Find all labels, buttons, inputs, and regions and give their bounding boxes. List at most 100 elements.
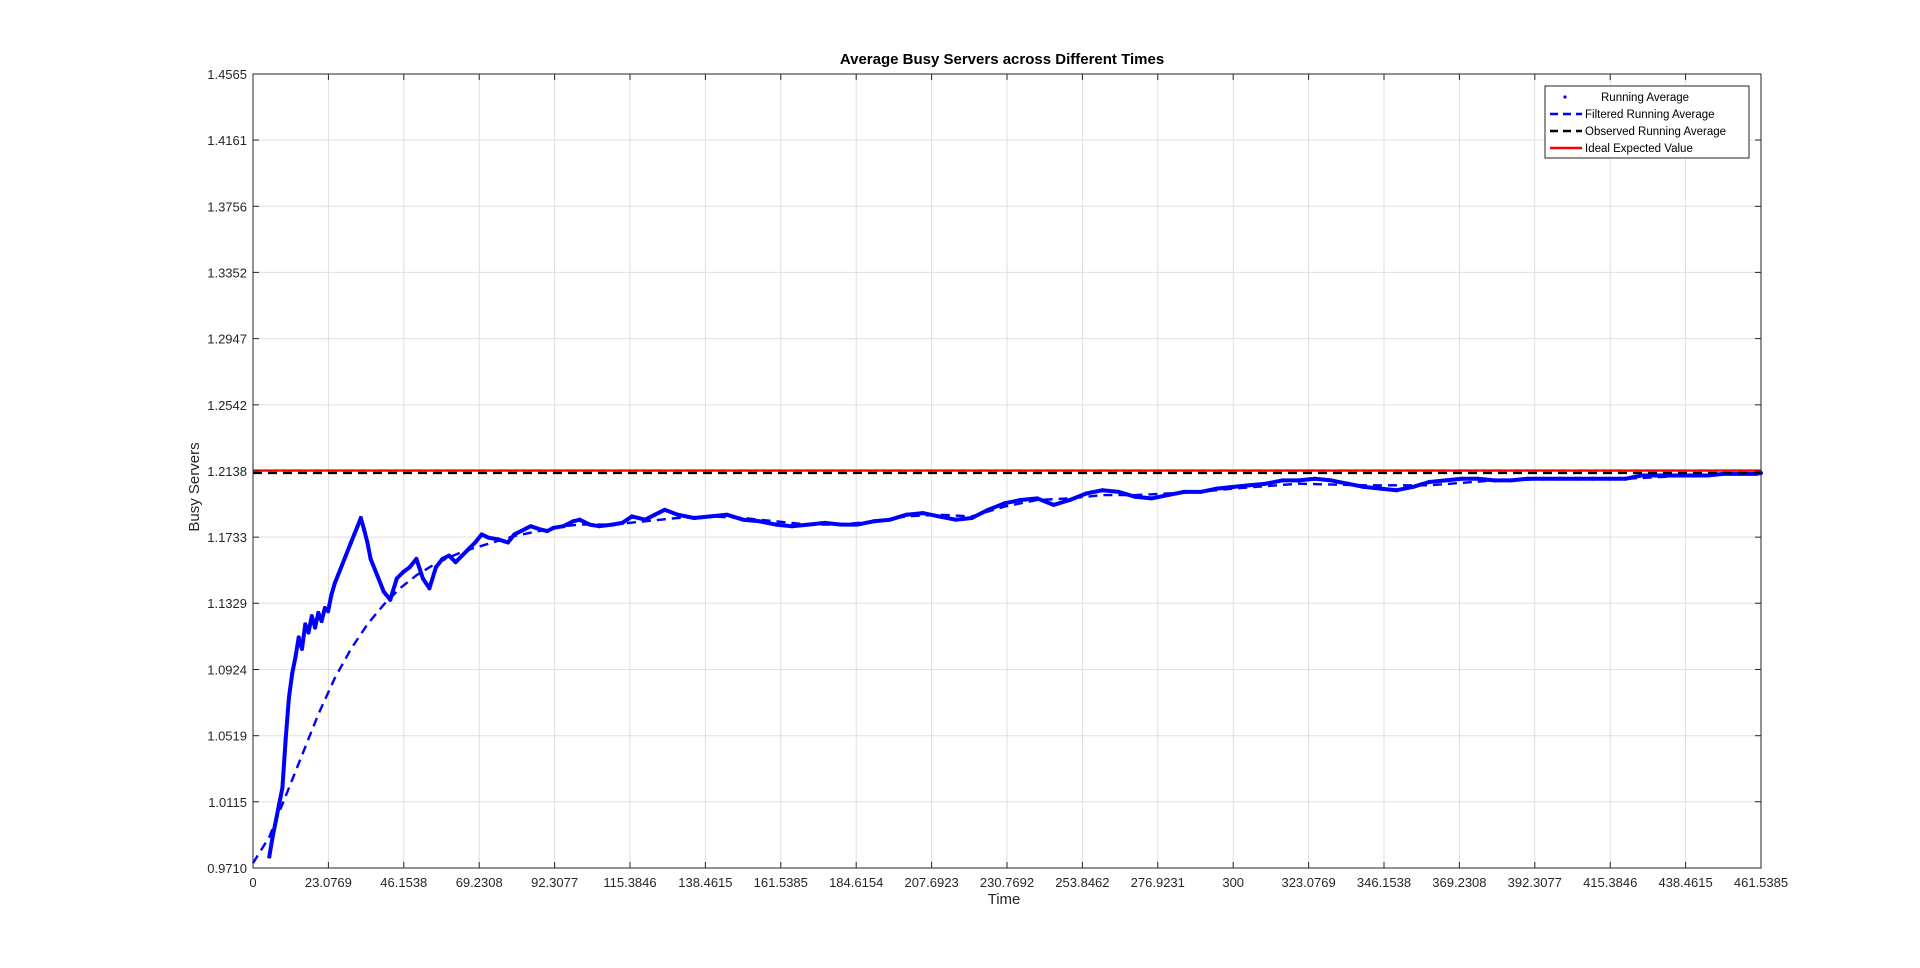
x-tick-label: 461.5385 <box>1734 875 1788 890</box>
data-point <box>401 569 406 574</box>
data-point <box>505 540 510 545</box>
y-tick-label: 1.3352 <box>207 265 247 280</box>
legend-entry-3: Observed Running Average <box>1585 126 1726 138</box>
x-axis-label: Time <box>988 891 1021 908</box>
data-point <box>518 529 523 534</box>
data-point <box>368 556 373 561</box>
x-tick-label: 207.6923 <box>904 875 958 890</box>
y-tick-label: 1.4161 <box>207 133 247 148</box>
data-point <box>427 586 432 591</box>
data-point <box>1149 496 1154 501</box>
x-tick-label: 230.7692 <box>980 875 1034 890</box>
data-point <box>1296 478 1301 483</box>
data-point <box>773 522 778 527</box>
data-point <box>757 519 762 524</box>
legend-entry-4: Ideal Expected Value <box>1585 143 1693 155</box>
x-tick-label: 438.4615 <box>1658 875 1712 890</box>
legend-entry-1: Running Average <box>1601 92 1689 104</box>
x-tick-label: 115.3846 <box>603 875 656 890</box>
data-point <box>381 589 386 594</box>
data-point <box>394 576 399 581</box>
data-point <box>1263 481 1268 486</box>
data-point <box>453 560 458 565</box>
data-point <box>352 532 357 537</box>
data-point <box>652 512 657 517</box>
data-point <box>375 573 380 578</box>
plot-layer <box>251 469 1763 864</box>
data-point <box>433 565 438 570</box>
data-point <box>1459 476 1464 481</box>
data-point <box>528 524 533 529</box>
data-point <box>1312 476 1317 481</box>
data-point <box>1084 491 1089 496</box>
x-tick-label: 69.2308 <box>456 875 503 890</box>
data-point <box>283 736 288 741</box>
data-point <box>329 592 334 597</box>
data-point <box>335 573 340 578</box>
data-point <box>904 512 909 517</box>
data-point <box>319 619 324 624</box>
data-point <box>937 514 942 519</box>
x-tick-label: 92.3077 <box>531 875 578 890</box>
data-point <box>486 535 491 540</box>
y-tick-label: 1.0519 <box>207 729 247 744</box>
data-point <box>1100 488 1105 493</box>
data-point <box>355 524 360 529</box>
data-point <box>953 517 958 522</box>
data-point <box>1378 486 1383 491</box>
data-point <box>630 514 635 519</box>
x-tick-label: 138.4615 <box>678 875 732 890</box>
data-point <box>407 565 412 570</box>
data-point <box>447 553 452 558</box>
x-tick-label: 300 <box>1222 875 1244 890</box>
data-point <box>342 556 347 561</box>
data-point <box>349 540 354 545</box>
data-point <box>358 516 363 521</box>
data-point <box>620 520 625 525</box>
x-tick-label: 346.1538 <box>1357 875 1411 890</box>
y-tick-label: 1.1329 <box>207 596 247 611</box>
data-point <box>322 605 327 610</box>
data-point <box>1002 501 1007 506</box>
y-axis-label: Busy Servers <box>186 442 203 531</box>
data-point <box>1623 476 1628 481</box>
data-point <box>293 655 298 660</box>
data-point <box>1280 478 1285 483</box>
data-point <box>277 802 282 807</box>
x-tick-label: 369.2308 <box>1432 875 1486 890</box>
legend-swatch <box>1563 95 1567 99</box>
data-point <box>479 532 484 537</box>
data-point <box>1329 478 1334 483</box>
data-point <box>420 576 425 581</box>
data-point <box>332 581 337 586</box>
data-point <box>577 517 582 522</box>
chart-title: Average Busy Servers across Different Ti… <box>840 51 1164 68</box>
series-line-2 <box>251 471 1761 864</box>
y-tick-label: 1.0924 <box>207 662 247 677</box>
data-point <box>1247 483 1252 488</box>
data-point <box>675 512 680 517</box>
data-point <box>280 785 285 790</box>
x-tick-label: 161.5385 <box>754 875 808 890</box>
data-point <box>267 854 272 859</box>
y-tick-label: 0.9710 <box>207 861 247 876</box>
axes-box <box>252 73 1762 869</box>
legend: Running Average Filtered Running Average O… <box>1544 85 1750 159</box>
data-point <box>1116 489 1121 494</box>
x-tick-label: 23.0769 <box>305 875 352 890</box>
data-point <box>309 614 314 619</box>
y-tick-label: 1.2542 <box>207 398 247 413</box>
data-point <box>571 519 576 524</box>
x-tick-label: 253.8462 <box>1055 875 1109 890</box>
data-point <box>300 646 305 651</box>
data-point <box>306 630 311 635</box>
data-point <box>561 524 566 529</box>
y-tick-label: 1.4565 <box>207 67 247 82</box>
data-point <box>414 556 419 561</box>
y-tick-label: 1.2138 <box>207 464 247 479</box>
data-point <box>303 622 308 627</box>
data-point <box>362 527 367 532</box>
y-tick-label: 1.3756 <box>207 199 247 214</box>
data-point <box>1606 476 1611 481</box>
